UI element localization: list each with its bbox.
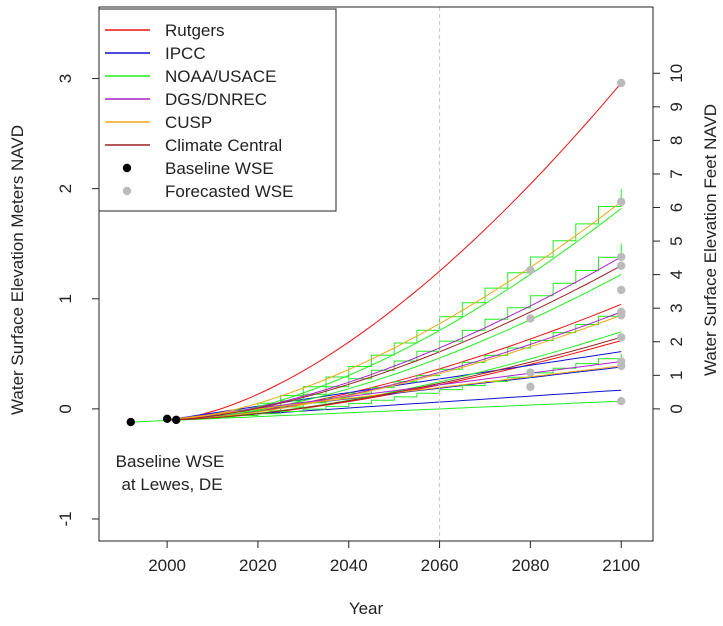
y2-tick-label-6: 6 — [667, 203, 686, 212]
legend-label-4: CUSP — [165, 113, 212, 132]
legend-label-5: Climate Central — [165, 136, 282, 155]
legend-swatch-6 — [122, 163, 132, 173]
forecast-point-3 — [526, 382, 535, 392]
y2-tick-label-4: 4 — [667, 270, 686, 279]
series-line-18 — [167, 314, 622, 421]
forecast-point-5 — [617, 197, 626, 207]
y-tick-label--1: -1 — [56, 511, 75, 526]
legend-label-2: NOAA/USACE — [165, 67, 276, 86]
y-tick-label-1: 1 — [56, 294, 75, 303]
baseline-point-1 — [162, 414, 172, 423]
annotation-line-2: at Lewes, DE — [121, 475, 222, 494]
y2-tick-label-5: 5 — [667, 236, 686, 245]
x-axis: 2000 2020 2040 2060 2080 2100 — [148, 540, 640, 575]
data-points — [126, 78, 626, 427]
legend-swatch-7 — [122, 186, 132, 196]
y2-tick-label-9: 9 — [667, 102, 686, 111]
series-line-10 — [189, 307, 622, 419]
legend-label-0: Rutgers — [165, 21, 225, 40]
y-tick-label-3: 3 — [56, 74, 75, 83]
y2-tick-label-3: 3 — [667, 303, 686, 312]
y-axis-left: -1 0 1 2 3 — [56, 74, 99, 527]
x-tick-label-2100: 2100 — [602, 556, 640, 575]
y2-tick-label-0: 0 — [667, 404, 686, 413]
forecast-point-10 — [617, 311, 626, 320]
series-line-21 — [167, 336, 622, 421]
series-line-13 — [130, 400, 622, 423]
legend-label-7: Forecasted WSE — [165, 182, 294, 201]
y-tick-label-2: 2 — [56, 184, 75, 193]
x-tick-label-2080: 2080 — [511, 556, 549, 575]
series-line-9 — [189, 274, 622, 419]
forecast-point-8 — [617, 285, 626, 295]
series-lines — [130, 82, 622, 423]
legend: Rutgers IPCC NOAA/USACE DGS/DNREC CUSP Climat… — [98, 8, 337, 212]
legend-label-6: Baseline WSE — [165, 159, 274, 178]
forecast-point-7 — [617, 261, 626, 270]
y2-tick-label-2: 2 — [667, 337, 686, 346]
y2-tick-label-7: 7 — [667, 169, 686, 178]
x-axis-label: Year — [349, 599, 384, 618]
forecast-point-6 — [617, 252, 626, 262]
y2-tick-label-8: 8 — [667, 136, 686, 145]
series-line-6 — [189, 188, 622, 419]
legend-label-1: IPCC — [165, 44, 206, 63]
forecast-point-14 — [617, 396, 626, 406]
y-axis-left-label: Water Surface Elevation Meters NAVD — [8, 125, 27, 415]
y-axis-right: 0 1 2 3 4 5 6 7 8 9 10 — [653, 64, 686, 414]
forecast-point-13 — [617, 361, 626, 371]
series-line-7 — [189, 208, 622, 419]
series-line-20 — [167, 265, 622, 421]
y2-tick-label-1: 1 — [667, 371, 686, 380]
legend-label-3: DGS/DNREC — [165, 90, 267, 109]
forecast-point-2 — [526, 368, 535, 377]
baseline-point-0 — [126, 417, 135, 427]
forecast-point-1 — [526, 314, 535, 323]
annotation-line-1: Baseline WSE — [116, 452, 225, 471]
y-axis-right-label: Water Surface Elevation Feet NAVD — [701, 104, 720, 376]
legend-box — [98, 8, 337, 212]
forecast-point-0 — [526, 265, 535, 275]
x-tick-label-2060: 2060 — [421, 556, 459, 575]
forecast-point-11 — [617, 333, 626, 342]
y-tick-label-0: 0 — [56, 404, 75, 413]
series-line-0 — [167, 82, 622, 421]
y2-tick-label-10: 10 — [667, 64, 686, 83]
x-tick-label-2040: 2040 — [330, 556, 368, 575]
series-line-16 — [167, 361, 622, 421]
x-tick-label-2000: 2000 — [148, 556, 186, 575]
series-line-17 — [167, 201, 622, 421]
x-tick-label-2020: 2020 — [239, 556, 277, 575]
baseline-point-2 — [171, 415, 181, 425]
forecast-point-4 — [617, 78, 626, 88]
